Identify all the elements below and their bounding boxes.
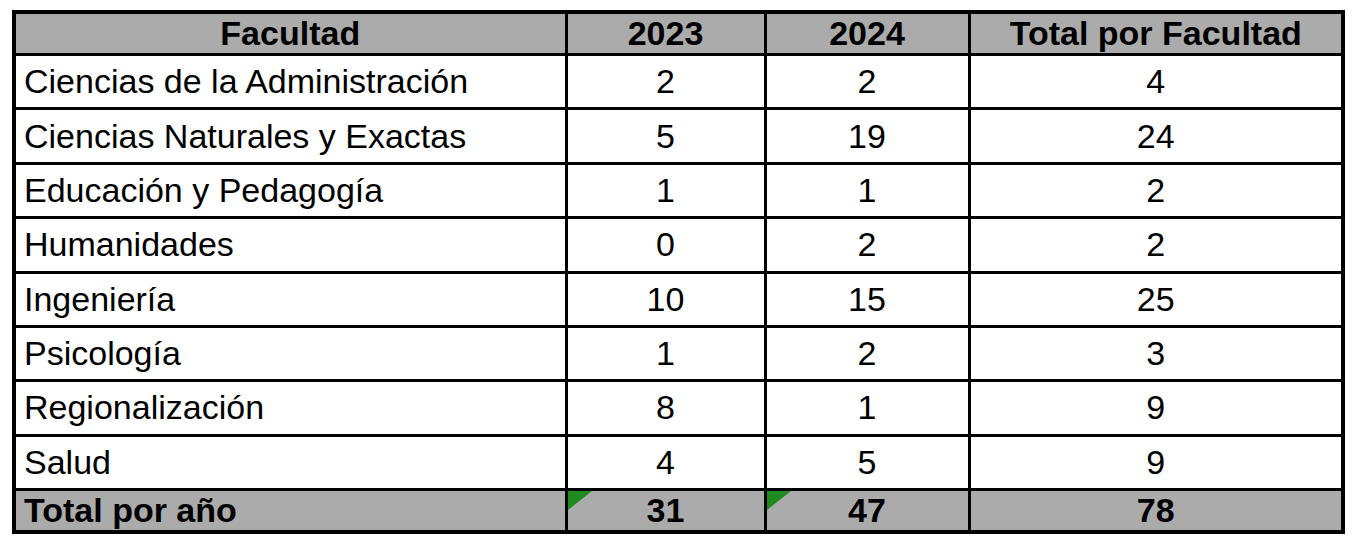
- table-row-educacion-pedagogia: Educación y Pedagogía 1 1 2: [14, 163, 1343, 217]
- row-total-cell: 24: [969, 109, 1343, 163]
- count-2023-cell: 4: [566, 435, 765, 489]
- faculty-name-cell: Ingeniería: [14, 272, 566, 326]
- count-2023-cell: 1: [566, 326, 765, 380]
- table-row-ciencias-naturales: Ciencias Naturales y Exactas 5 19 24: [14, 109, 1343, 163]
- row-total-cell: 2: [969, 218, 1343, 272]
- count-2023-cell: 0: [566, 218, 765, 272]
- faculty-name-cell: Regionalización: [14, 381, 566, 435]
- count-2024-cell: 2: [765, 218, 969, 272]
- total-2023-cell: 31: [566, 490, 765, 533]
- count-2023-cell: 2: [566, 55, 765, 109]
- grand-total-cell: 78: [969, 490, 1343, 533]
- faculty-name-cell: Salud: [14, 435, 566, 489]
- total-2023-value: 31: [647, 491, 685, 529]
- header-row: Facultad 2023 2024 Total por Facultad: [14, 12, 1343, 55]
- count-2023-cell: 5: [566, 109, 765, 163]
- row-total-cell: 3: [969, 326, 1343, 380]
- count-2023-cell: 8: [566, 381, 765, 435]
- count-2024-cell: 5: [765, 435, 969, 489]
- count-2024-cell: 2: [765, 55, 969, 109]
- column-header-2024: 2024: [765, 12, 969, 55]
- column-header-facultad: Facultad: [14, 12, 566, 55]
- row-total-cell: 2: [969, 163, 1343, 217]
- total-row: Total por año 31 47 78: [14, 490, 1343, 533]
- count-2024-cell: 15: [765, 272, 969, 326]
- table-row-humanidades: Humanidades 0 2 2: [14, 218, 1343, 272]
- faculty-name-cell: Ciencias Naturales y Exactas: [14, 109, 566, 163]
- total-2024-cell: 47: [765, 490, 969, 533]
- faculty-name-cell: Ciencias de la Administración: [14, 55, 566, 109]
- row-total-cell: 9: [969, 435, 1343, 489]
- faculty-table: Facultad 2023 2024 Total por Facultad Ci…: [12, 10, 1345, 534]
- table-row-salud: Salud 4 5 9: [14, 435, 1343, 489]
- table-row-regionalizacion: Regionalización 8 1 9: [14, 381, 1343, 435]
- count-2023-cell: 1: [566, 163, 765, 217]
- row-total-cell: 9: [969, 381, 1343, 435]
- count-2024-cell: 2: [765, 326, 969, 380]
- column-header-2023: 2023: [566, 12, 765, 55]
- table-row-psicologia: Psicología 1 2 3: [14, 326, 1343, 380]
- table-row-ingenieria: Ingeniería 10 15 25: [14, 272, 1343, 326]
- table-row-ciencias-administracion: Ciencias de la Administración 2 2 4: [14, 55, 1343, 109]
- faculty-name-cell: Psicología: [14, 326, 566, 380]
- document-page: Facultad 2023 2024 Total por Facultad Ci…: [0, 0, 1361, 554]
- row-total-cell: 25: [969, 272, 1343, 326]
- excel-error-flag-icon: [767, 491, 791, 510]
- count-2024-cell: 1: [765, 163, 969, 217]
- excel-error-flag-icon: [568, 491, 592, 510]
- count-2023-cell: 10: [566, 272, 765, 326]
- faculty-name-cell: Educación y Pedagogía: [14, 163, 566, 217]
- row-total-cell: 4: [969, 55, 1343, 109]
- column-header-total-por-facultad: Total por Facultad: [969, 12, 1343, 55]
- total-row-label: Total por año: [14, 490, 566, 533]
- total-2024-value: 47: [848, 491, 886, 529]
- faculty-name-cell: Humanidades: [14, 218, 566, 272]
- count-2024-cell: 19: [765, 109, 969, 163]
- count-2024-cell: 1: [765, 381, 969, 435]
